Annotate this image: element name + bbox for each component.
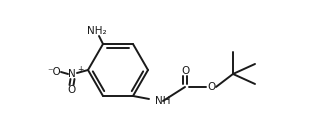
Text: +: + bbox=[77, 64, 83, 74]
Text: O: O bbox=[207, 82, 215, 92]
Text: N: N bbox=[68, 69, 76, 79]
Text: O: O bbox=[181, 66, 189, 76]
Text: ⁻O: ⁻O bbox=[47, 67, 61, 77]
Text: NH: NH bbox=[155, 96, 171, 106]
Text: O: O bbox=[67, 85, 75, 95]
Text: NH₂: NH₂ bbox=[87, 26, 107, 36]
